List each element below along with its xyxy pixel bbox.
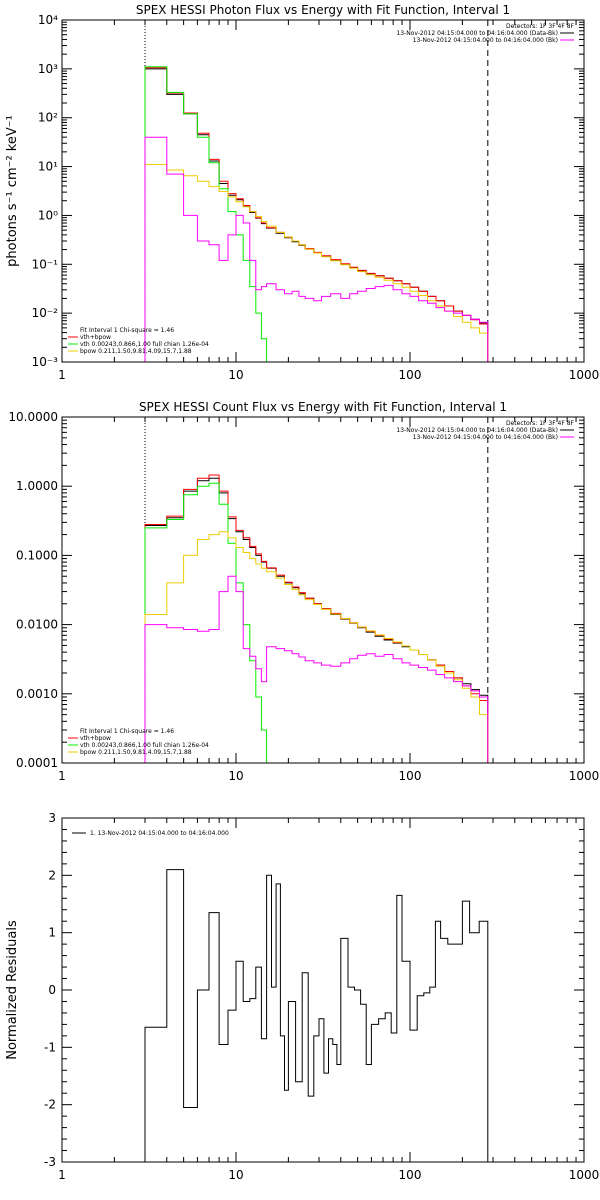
chart-title: SPEX HESSI Count Flux vs Energy with Fit… [139, 400, 507, 414]
y-tick-label: 10¹ [38, 160, 58, 174]
x-tick-label: 100 [399, 769, 422, 783]
legend-entry: Fit Interval 1 Chi-square = 1.46 [80, 728, 174, 735]
legend-entry: 13-Nov-2012 04:15:04.000 to 04:16:04.000… [413, 37, 558, 44]
y-tick-label: 10² [38, 111, 58, 125]
y-tick-label: 1.0000 [16, 479, 58, 493]
legend-entry: 13-Nov-2012 04:15:04.000 to 04:16:04.000… [413, 434, 558, 441]
chart-title: SPEX HESSI Photon Flux vs Energy with Fi… [136, 3, 510, 17]
x-tick-label: 1000 [569, 1168, 600, 1182]
legend-entry: Fit Interval 1 Chi-square = 1.46 [80, 327, 174, 334]
y-tick-label: 0.0010 [16, 687, 58, 701]
y-tick-label: -1 [44, 1040, 56, 1054]
x-tick-label: 1 [58, 368, 66, 382]
legend-entry: vth+bpow [80, 735, 111, 742]
plot-frame [61, 817, 585, 1163]
y-tick-label: 0.0001 [16, 756, 58, 770]
y-tick-label: 10⁻³ [32, 355, 59, 369]
x-tick-label: 1000 [569, 769, 600, 783]
series-total-line [144, 67, 489, 362]
legend-entry: bpow 0.211,1.50,9.81,4.09,15.7,1.88 [80, 749, 192, 756]
legend-entry: vth 0.00243,0.866,1.00 full chian 1.26e-… [80, 341, 209, 348]
series-data-line [144, 477, 489, 763]
x-tick-label: 100 [399, 1168, 422, 1182]
residuals-panel: 1 10 100 1000 -3 -2 -1 0 1 2 3 Normalized Residuals… [5, 811, 599, 1182]
y-tick-label: 0 [48, 983, 56, 997]
legend-entry: 13-Nov-2012 04:15:04.000 to 04:16:04.000… [396, 30, 558, 37]
y-tick-label: 10⁴ [38, 13, 58, 27]
y-tick-label: 10⁰ [38, 208, 58, 222]
detectors-label: Detectors: 1F 3F 4F 8F [506, 23, 575, 30]
count-flux-panel: SPEX HESSI Count Flux vs Energy with Fit… [8, 400, 600, 783]
y-tick-label: -2 [44, 1098, 56, 1112]
y-tick-label: 3 [48, 811, 56, 825]
legend-entry: bpow 0.211,1.50,9.81,4.09,15.7,1.88 [80, 348, 192, 355]
series-vth-line [144, 482, 277, 763]
photon-flux-panel: SPEX HESSI Photon Flux vs Energy with Fi… [5, 3, 599, 382]
x-tick-label: 1 [58, 1168, 66, 1182]
plot-frame [61, 19, 585, 363]
y-axis-label: Normalized Residuals [5, 920, 20, 1060]
y-tick-label: 1 [48, 926, 56, 940]
y-tick-label: 10⁻² [32, 306, 59, 320]
y-tick-label: 2 [48, 868, 56, 882]
legend-entry: 1. 13-Nov-2012 04:15:04.000 to 04:16:04.… [90, 830, 229, 837]
x-tick-label: 10 [228, 769, 243, 783]
y-tick-label: -3 [44, 1155, 56, 1169]
x-tick-label: 100 [399, 368, 422, 382]
legend-entry: 13-Nov-2012 04:15:04.000 to 04:16:04.000… [396, 427, 558, 434]
series-total-line [144, 474, 489, 763]
y-tick-label: 0.0100 [16, 618, 58, 632]
y-tick-label: 0.1000 [16, 548, 58, 562]
legend-entry: vth+bpow [80, 334, 111, 341]
y-tick-label: 10³ [38, 62, 58, 76]
x-tick-label: 10 [228, 368, 243, 382]
series-background-line [144, 136, 489, 362]
x-tick-label: 1000 [569, 368, 600, 382]
detectors-label: Detectors: 1F 3F 4F 8F [506, 420, 575, 427]
y-axis-label: photons s⁻¹ cm⁻² keV⁻¹ [5, 115, 20, 267]
series-background-line [144, 575, 489, 763]
y-tick-label: 10.0000 [8, 410, 58, 424]
series-bpow-line [144, 164, 489, 362]
x-tick-label: 1 [58, 769, 66, 783]
legend-entry: vth 0.00243,0.866,1.00 full chian 1.26e-… [80, 742, 209, 749]
plot-frame [61, 416, 585, 764]
x-tick-label: 10 [228, 1168, 243, 1182]
series-bpow-line [144, 531, 489, 763]
series-residuals-line [144, 869, 489, 1162]
y-tick-label: 10⁻¹ [32, 257, 59, 271]
